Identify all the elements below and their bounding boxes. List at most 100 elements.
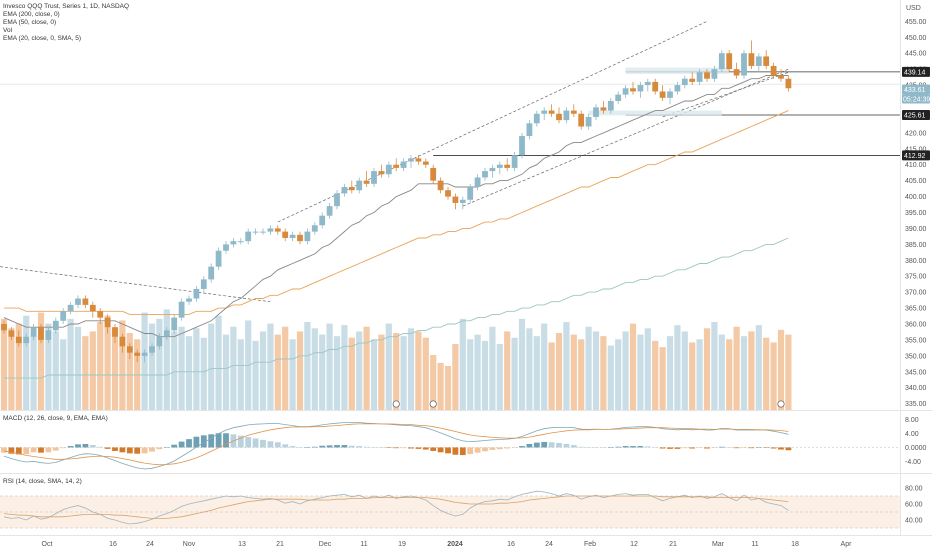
volume-bar bbox=[222, 334, 230, 410]
level-425-badge-bg bbox=[902, 109, 930, 120]
volume-bar bbox=[555, 333, 563, 410]
legend-ema20: EMA (20, close, 0, SMA, 5) bbox=[3, 35, 82, 42]
volume-bar bbox=[356, 331, 363, 410]
legend-ema50: EMA (50, close, 0) bbox=[3, 19, 57, 26]
volume-bar bbox=[489, 326, 496, 410]
countdown-bg bbox=[902, 94, 930, 104]
volume-bar bbox=[504, 331, 511, 410]
candle-body bbox=[504, 164, 511, 168]
macd-histogram-bar bbox=[763, 447, 770, 448]
time-tick-label: Oct bbox=[42, 541, 53, 548]
macd-histogram-bar bbox=[778, 447, 784, 450]
candle-body bbox=[119, 336, 126, 347]
macd-histogram-bar bbox=[75, 444, 81, 448]
volume-bar bbox=[533, 336, 540, 410]
time-tick-label: Nov bbox=[183, 541, 196, 548]
price-tick-label: 405.00 bbox=[905, 178, 927, 185]
macd-histogram-bar bbox=[304, 447, 311, 448]
macd-histogram-bar bbox=[356, 446, 363, 448]
macd-histogram-bar bbox=[430, 447, 437, 451]
candle-body bbox=[171, 317, 178, 331]
volume-bar bbox=[659, 347, 666, 410]
macd-histogram-bar bbox=[704, 447, 710, 449]
macd-histogram-bar bbox=[252, 438, 259, 448]
candle-body bbox=[297, 234, 303, 242]
candle-body bbox=[82, 298, 89, 305]
volume-bar bbox=[37, 312, 45, 410]
volume-bar bbox=[430, 355, 437, 410]
volume-bar bbox=[592, 331, 600, 410]
candle-body bbox=[437, 180, 444, 191]
candle-body bbox=[75, 298, 81, 305]
macd-histogram-bar bbox=[452, 447, 459, 455]
volume-bar bbox=[15, 323, 22, 410]
volume-bar bbox=[763, 337, 770, 410]
macd-histogram-bar bbox=[8, 447, 15, 454]
volume-bar bbox=[541, 323, 548, 410]
time-tick-label: Mar bbox=[712, 541, 725, 548]
time-tick-label: Feb bbox=[584, 541, 596, 548]
candle-body bbox=[89, 304, 96, 312]
macd-histogram-bar bbox=[45, 447, 52, 453]
price-tick-label: 380.00 bbox=[905, 258, 927, 265]
volume-bar bbox=[348, 337, 355, 410]
macd-histogram-bar bbox=[644, 446, 651, 448]
candle-body bbox=[548, 110, 555, 114]
candle-body bbox=[659, 91, 666, 98]
price-tick-label: 390.00 bbox=[905, 226, 927, 233]
macd-histogram-bar bbox=[489, 447, 496, 450]
dividend-marker bbox=[392, 400, 400, 408]
candle-body bbox=[755, 56, 762, 66]
candle-body bbox=[578, 113, 585, 127]
volume-bar bbox=[333, 336, 341, 410]
time-tick-label: 11 bbox=[751, 541, 758, 548]
candle-body bbox=[770, 65, 777, 76]
macd-histogram-bar bbox=[652, 447, 659, 448]
macd-histogram-bar bbox=[556, 442, 562, 448]
earnings-marker bbox=[777, 400, 785, 408]
candle-body bbox=[563, 110, 570, 121]
volume-bar bbox=[215, 315, 222, 410]
volume-bar bbox=[193, 328, 200, 410]
volume-bar bbox=[518, 318, 526, 410]
macd-histogram-bar bbox=[415, 447, 422, 449]
macd-histogram-bar bbox=[741, 447, 747, 448]
candle-body bbox=[741, 53, 747, 76]
macd-histogram-bar bbox=[482, 447, 488, 452]
macd-histogram-bar bbox=[237, 435, 244, 448]
candle-body bbox=[600, 107, 607, 111]
volume-bar bbox=[459, 318, 466, 410]
candle-body bbox=[496, 164, 503, 168]
candle-body bbox=[511, 155, 518, 168]
candle-body bbox=[1, 323, 7, 331]
candle-body bbox=[674, 85, 681, 92]
candle-body bbox=[622, 88, 629, 95]
macd-histogram-bar bbox=[156, 447, 163, 450]
macd-histogram-bar bbox=[585, 447, 592, 448]
volume-bar bbox=[163, 309, 170, 410]
volume-bar bbox=[259, 331, 267, 410]
candle-body bbox=[363, 180, 370, 184]
ema50-line bbox=[4, 110, 789, 315]
macd-histogram-bar bbox=[171, 444, 178, 448]
last-price-badge-bg bbox=[902, 84, 930, 95]
legend: Invesco QQQ Trust, Series 1, 1D, NASDAQ … bbox=[3, 3, 129, 43]
macd-histogram-bar bbox=[260, 439, 266, 448]
time-tick-label: Dec bbox=[319, 541, 332, 548]
volume-bar bbox=[208, 323, 215, 410]
macd-histogram-bar bbox=[578, 446, 585, 448]
rsi-tick: 60.00 bbox=[905, 502, 923, 509]
macd-histogram-bar bbox=[363, 446, 370, 448]
volume-bar bbox=[407, 328, 415, 410]
volume-bar bbox=[666, 336, 674, 410]
volume-bar bbox=[644, 328, 651, 410]
volume-bar bbox=[8, 328, 15, 410]
volume-bar bbox=[437, 362, 444, 410]
volume-bar bbox=[393, 333, 400, 410]
macd-histogram-bar bbox=[467, 447, 474, 455]
macd-histogram-bar bbox=[371, 447, 377, 448]
candle-body bbox=[652, 81, 659, 92]
macd-histogram-bar bbox=[681, 447, 688, 449]
